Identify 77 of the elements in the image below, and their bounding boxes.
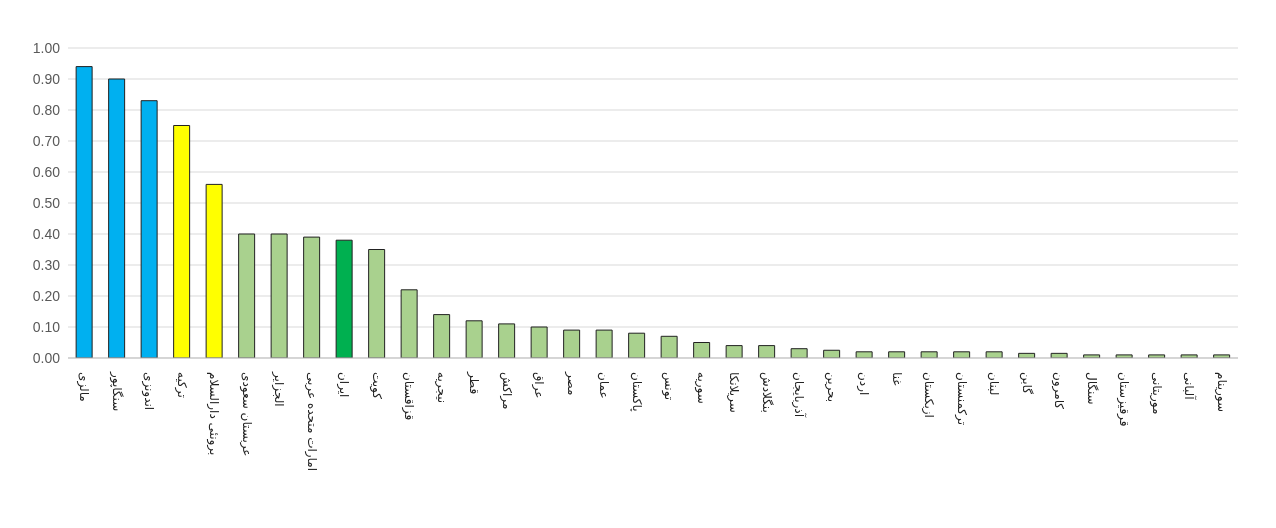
- y-tick-label: 0.90: [32, 70, 61, 87]
- x-tick-label: سنگاپور: [108, 371, 124, 412]
- x-tick-label: مصر: [563, 371, 579, 396]
- bar: [855, 351, 873, 358]
- x-tick-label: ترکیه: [173, 372, 189, 398]
- x-tick-label: غنا: [889, 372, 904, 386]
- x-tick-label: عراق: [531, 372, 547, 399]
- y-tick-label: 0.00: [32, 349, 61, 366]
- bar: [368, 249, 386, 358]
- x-tick-label: قزاقستان: [401, 372, 417, 421]
- y-tick-label: 0.40: [32, 225, 61, 242]
- x-tick-label: سورینام: [1213, 372, 1229, 413]
- x-tick-label: ایران: [336, 372, 352, 398]
- x-tick-label: بحرین: [823, 372, 839, 403]
- y-tick-label: 0.30: [32, 256, 61, 273]
- bar: [628, 332, 646, 358]
- bar: [758, 345, 776, 358]
- bar: [888, 351, 906, 358]
- bar: [790, 348, 808, 358]
- x-tick-label: پاکستان: [629, 372, 644, 412]
- y-tick-label: 1.00: [32, 39, 61, 56]
- bar: [303, 236, 321, 358]
- x-tick-label: سریلانکا: [726, 372, 742, 413]
- x-tick-label: قرقیزستان: [1116, 372, 1132, 427]
- bar: [595, 329, 613, 358]
- x-tick-label: نیجریه: [433, 372, 449, 404]
- x-tick-label: قطر: [466, 371, 482, 395]
- y-tick-label: 0.70: [32, 132, 61, 149]
- bar: [530, 326, 548, 358]
- bar: [205, 183, 223, 358]
- x-tick-label: امارات متحده عربی: [303, 372, 319, 471]
- x-tick-label: کامرون: [1051, 372, 1067, 410]
- x-tick-label: تونس: [661, 372, 677, 401]
- x-tick-label: مالزی: [76, 372, 92, 402]
- x-tick-label: مراکش: [498, 372, 514, 410]
- bar: [498, 323, 516, 358]
- x-tick-label: الجزایر: [271, 371, 287, 407]
- x-tick-label: سنگال: [1084, 372, 1099, 405]
- bar: [335, 239, 353, 358]
- x-tick-label: آلبانی: [1182, 372, 1198, 401]
- x-tick-label: ترکمنستان: [953, 372, 969, 426]
- x-tick-label: اندونزی: [141, 372, 157, 411]
- x-tick-label: اردن: [856, 372, 872, 396]
- bar: [1180, 354, 1198, 358]
- bar: [465, 320, 483, 358]
- bar: [563, 329, 581, 358]
- y-tick-label: 0.80: [32, 101, 61, 118]
- x-tick-label: سوریه: [693, 372, 709, 404]
- x-tick-label: آذربایجان: [791, 372, 808, 418]
- bar: [108, 78, 126, 358]
- bar: [693, 342, 711, 358]
- x-tick-label: گابن: [1018, 372, 1034, 395]
- bar: [433, 314, 451, 358]
- bar: [985, 351, 1003, 358]
- bar: [920, 351, 938, 358]
- bar: [270, 233, 288, 358]
- bar: [140, 100, 158, 358]
- y-tick-label: 0.50: [32, 194, 61, 211]
- x-tick-label: برونئی دارالسلام: [206, 372, 222, 456]
- bar: [1115, 354, 1133, 358]
- x-tick-label: لبنان: [987, 372, 1002, 396]
- y-tick-label: 0.10: [32, 318, 61, 335]
- x-tick-label: کویت: [368, 372, 384, 400]
- bar: [173, 125, 191, 358]
- bar: [660, 335, 678, 358]
- x-tick-label: بنگلادش: [758, 372, 774, 413]
- bar: [400, 289, 418, 358]
- y-tick-label: 0.60: [32, 163, 61, 180]
- bar: [953, 351, 971, 358]
- x-tick-label: موریتانی: [1148, 372, 1164, 415]
- bar: [238, 233, 256, 358]
- x-tick-label: عمان: [597, 372, 612, 399]
- bar: [725, 345, 743, 358]
- x-tick-label: ازبکستان: [921, 372, 937, 418]
- x-tick-label: عربستان سعودی: [238, 372, 254, 457]
- bar: [75, 66, 93, 358]
- y-tick-label: 0.20: [32, 287, 61, 304]
